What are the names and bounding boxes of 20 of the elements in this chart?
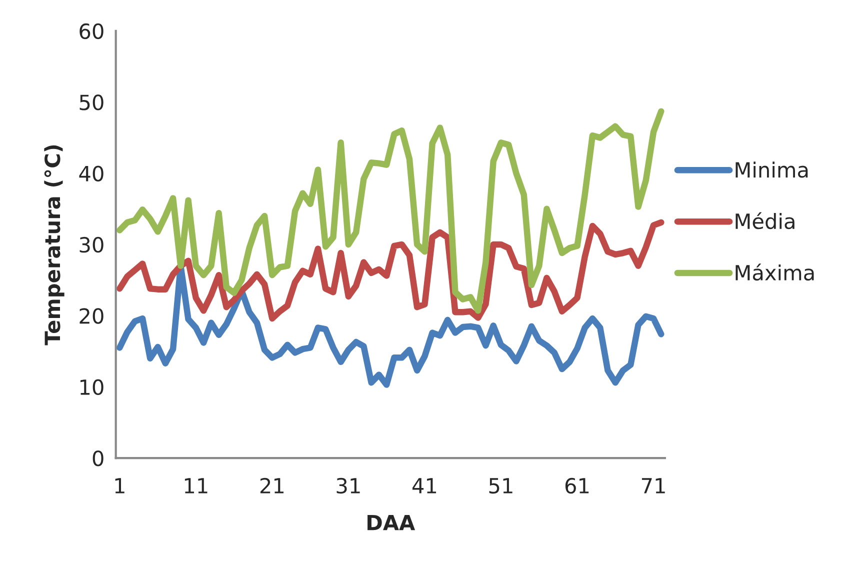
y-tick-label: 20 <box>80 308 104 324</box>
legend-label: Minima <box>736 162 808 178</box>
y-tick-label: 40 <box>79 166 104 182</box>
legend-label: Média <box>736 212 794 230</box>
x-tick-label: 41 <box>412 478 436 494</box>
x-tick-label: 51 <box>489 478 512 494</box>
x-tick-label: 31 <box>336 478 360 494</box>
y-tick-label: 30 <box>80 236 104 253</box>
legend-label: Máxima <box>736 264 814 281</box>
x-tick-label: 61 <box>565 478 589 494</box>
y-tick-label: 50 <box>80 94 104 110</box>
x-tick-label: 1 <box>115 478 124 494</box>
y-tick-label: 0 <box>92 450 104 466</box>
y-tick-label: 60 <box>80 23 104 40</box>
y-axis-title: Temperatura (°C) <box>44 145 64 346</box>
x-tick-label: 71 <box>642 478 665 494</box>
x-tick-label: 21 <box>260 478 284 494</box>
y-tick-label: 10 <box>80 379 104 396</box>
x-axis-title: DAA <box>368 514 416 530</box>
x-tick-label: 11 <box>184 478 208 494</box>
